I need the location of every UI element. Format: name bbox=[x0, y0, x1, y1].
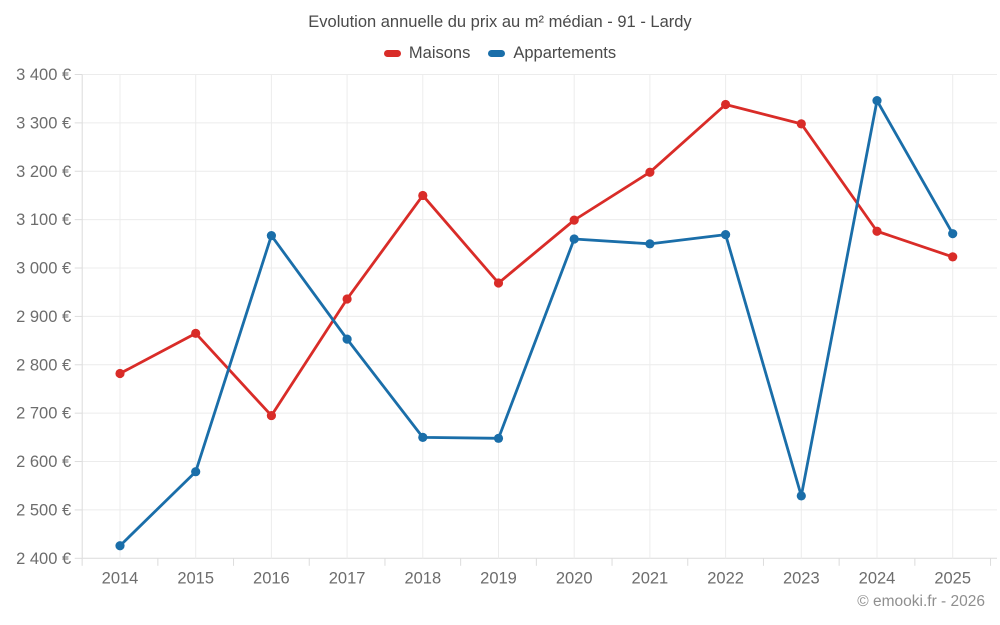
legend-label-maisons: Maisons bbox=[408, 44, 471, 62]
x-tick-label: 2015 bbox=[177, 570, 214, 588]
data-point-maisons-2025[interactable] bbox=[948, 252, 958, 262]
x-tick-label: 2025 bbox=[934, 570, 971, 588]
data-point-appartements-2015[interactable] bbox=[191, 467, 201, 477]
data-point-appartements-2018[interactable] bbox=[418, 432, 428, 442]
y-tick-label: 3 400 € bbox=[16, 66, 71, 84]
data-point-maisons-2024[interactable] bbox=[872, 226, 882, 236]
data-point-maisons-2017[interactable] bbox=[342, 294, 352, 304]
data-point-maisons-2014[interactable] bbox=[115, 368, 125, 379]
data-point-maisons-2023[interactable] bbox=[796, 119, 806, 129]
legend-item-maisons[interactable]: Maisons bbox=[383, 44, 471, 63]
series-line-maisons bbox=[118, 103, 955, 417]
data-point-appartements-2019[interactable] bbox=[493, 433, 504, 443]
y-tick-label: 3 100 € bbox=[16, 211, 71, 229]
y-tick-label: 3 200 € bbox=[16, 163, 71, 181]
data-point-maisons-2021[interactable] bbox=[645, 167, 655, 177]
x-tick-label: 2016 bbox=[253, 570, 290, 588]
appartements-color-swatch bbox=[488, 50, 506, 57]
data-point-appartements-2024[interactable] bbox=[872, 96, 882, 106]
x-tick-label: 2014 bbox=[102, 570, 139, 588]
data-point-appartements-2014[interactable] bbox=[115, 541, 125, 551]
x-tick-label: 2017 bbox=[329, 570, 366, 588]
y-tick-label: 2 400 € bbox=[16, 550, 71, 568]
data-point-appartements-2025[interactable] bbox=[948, 229, 958, 239]
x-tick-label: 2023 bbox=[783, 570, 820, 588]
series-line-appartements bbox=[118, 99, 955, 548]
data-point-maisons-2020[interactable] bbox=[569, 215, 579, 225]
y-tick-label: 2 500 € bbox=[16, 501, 71, 519]
maisons-color-swatch bbox=[383, 50, 401, 57]
legend-label-appartements: Appartements bbox=[513, 44, 617, 62]
y-tick-label: 2 600 € bbox=[16, 453, 71, 471]
y-tick-label: 3 000 € bbox=[16, 260, 71, 278]
data-point-appartements-2023[interactable] bbox=[796, 491, 806, 501]
chart-legend: Maisons Appartements bbox=[0, 44, 1000, 63]
chart-title: Evolution annuelle du prix au m² médian … bbox=[308, 13, 692, 31]
data-point-appartements-2022[interactable] bbox=[721, 230, 731, 240]
data-point-maisons-2015[interactable] bbox=[191, 328, 201, 338]
legend-item-appartements[interactable]: Appartements bbox=[488, 44, 616, 63]
x-tick-label: 2021 bbox=[632, 570, 669, 588]
y-tick-label: 2 700 € bbox=[16, 405, 71, 423]
x-tick-label: 2024 bbox=[859, 570, 896, 588]
data-point-maisons-2016[interactable] bbox=[266, 410, 276, 421]
x-tick-label: 2018 bbox=[404, 570, 441, 588]
data-point-appartements-2016[interactable] bbox=[266, 231, 276, 241]
data-point-appartements-2020[interactable] bbox=[569, 234, 579, 244]
data-point-maisons-2019[interactable] bbox=[493, 278, 504, 288]
y-tick-label: 3 300 € bbox=[16, 114, 71, 132]
data-point-maisons-2022[interactable] bbox=[721, 99, 731, 110]
data-point-maisons-2018[interactable] bbox=[418, 190, 428, 201]
x-tick-label: 2022 bbox=[707, 570, 744, 588]
x-tick-label: 2020 bbox=[556, 570, 593, 588]
copyright-text: © emooki.fr - 2026 bbox=[857, 593, 985, 610]
data-point-appartements-2021[interactable] bbox=[645, 239, 655, 249]
y-tick-label: 2 900 € bbox=[16, 308, 71, 326]
y-tick-label: 2 800 € bbox=[16, 356, 71, 374]
x-tick-label: 2019 bbox=[480, 570, 517, 588]
data-point-appartements-2017[interactable] bbox=[342, 334, 352, 344]
